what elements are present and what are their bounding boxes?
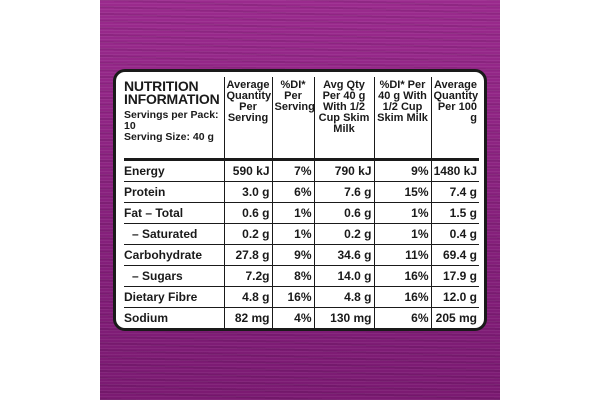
- column-header-per-100g: Average Quantity Per 100 g: [430, 77, 479, 161]
- table-row: Protein 3.0 g 6% 7.6 g 15% 7.4 g: [124, 181, 479, 203]
- row-label: Fat – Total: [124, 202, 224, 224]
- panel-header: NUTRITION INFORMATION Servings per Pack:…: [124, 77, 224, 161]
- cell-value: 590 kJ: [223, 159, 272, 182]
- cell-value: 1%: [271, 223, 314, 245]
- cell-value: 7.4 g: [430, 181, 479, 203]
- header-row: NUTRITION INFORMATION Servings per Pack:…: [124, 77, 479, 161]
- cell-value: 7.6 g: [313, 181, 374, 203]
- cell-value: 1%: [373, 223, 431, 245]
- cell-value: 6%: [373, 307, 431, 328]
- cell-value: 4.8 g: [313, 286, 374, 308]
- cell-value: 0.6 g: [313, 202, 374, 224]
- row-label: – Saturated: [124, 223, 224, 245]
- row-label: Protein: [124, 181, 224, 203]
- row-label: Carbohydrate: [124, 244, 224, 266]
- table-row: Energy 590 kJ 7% 790 kJ 9% 1480 kJ: [124, 159, 479, 182]
- table-row: Carbohydrate 27.8 g 9% 34.6 g 11% 69.4 g: [124, 244, 479, 266]
- cell-value: 14.0 g: [313, 265, 374, 287]
- nutrition-table: NUTRITION INFORMATION Servings per Pack:…: [124, 77, 479, 328]
- panel-title: NUTRITION INFORMATION: [124, 78, 220, 107]
- cell-value: 0.2 g: [223, 223, 272, 245]
- cell-value: 1%: [271, 202, 314, 224]
- cell-value: 0.6 g: [223, 202, 272, 224]
- cell-value: 16%: [373, 265, 431, 287]
- cell-value: 7%: [271, 159, 314, 182]
- cell-value: 0.4 g: [430, 223, 479, 245]
- cell-value: 4.8 g: [223, 286, 272, 308]
- table-row: Dietary Fibre 4.8 g 16% 4.8 g 16% 12.0 g: [124, 286, 479, 308]
- cell-value: 1480 kJ: [430, 159, 479, 182]
- cell-value: 34.6 g: [313, 244, 374, 266]
- cell-value: 69.4 g: [430, 244, 479, 266]
- row-label: Dietary Fibre: [124, 286, 224, 308]
- row-label: Energy: [124, 159, 224, 182]
- servings-per-pack: Servings per Pack: 10: [124, 109, 219, 132]
- nutrition-panel: NUTRITION INFORMATION Servings per Pack:…: [113, 69, 487, 331]
- cell-value: 6%: [271, 181, 314, 203]
- cell-value: 17.9 g: [430, 265, 479, 287]
- cell-value: 16%: [373, 286, 431, 308]
- cell-value: 82 mg: [223, 307, 272, 328]
- cell-value: 8%: [271, 265, 314, 287]
- table-row: – Saturated 0.2 g 1% 0.2 g 1% 0.4 g: [124, 223, 479, 245]
- table-row: – Sugars 7.2g 8% 14.0 g 16% 17.9 g: [124, 265, 479, 287]
- cell-value: 27.8 g: [223, 244, 272, 266]
- cell-value: 9%: [271, 244, 314, 266]
- cell-value: 9%: [373, 159, 431, 182]
- cell-value: 4%: [271, 307, 314, 328]
- cell-value: 1%: [373, 202, 431, 224]
- cell-value: 790 kJ: [313, 159, 374, 182]
- cell-value: 12.0 g: [430, 286, 479, 308]
- row-label: – Sugars: [124, 265, 224, 287]
- cell-value: 1.5 g: [430, 202, 479, 224]
- table-row: Fat – Total 0.6 g 1% 0.6 g 1% 1.5 g: [124, 202, 479, 224]
- cell-value: 15%: [373, 181, 431, 203]
- column-header-per-serving: Average Quantity Per Serving: [223, 77, 272, 161]
- cell-value: 205 mg: [430, 307, 479, 328]
- serving-size: Serving Size: 40 g: [124, 131, 214, 143]
- row-label: Sodium: [124, 311, 168, 325]
- cell-value: 7.2g: [223, 265, 272, 287]
- column-header-with-milk: Avg Qty Per 40 g With 1/2 Cup Skim Milk: [313, 77, 374, 161]
- table-row: Sodium 82 mg 4% 130 mg 6% 205 mg: [124, 307, 479, 328]
- cell-value: 11%: [373, 244, 431, 266]
- cell-value: 0.2 g: [313, 223, 374, 245]
- cell-value: 130 mg: [313, 307, 374, 328]
- column-header-di-with-milk: %DI* Per 40 g With 1/2 Cup Skim Milk: [373, 77, 431, 161]
- cell-value: 16%: [271, 286, 314, 308]
- cell-value: 3.0 g: [223, 181, 272, 203]
- column-header-di-per-serving: %DI* Per Serving: [271, 77, 314, 161]
